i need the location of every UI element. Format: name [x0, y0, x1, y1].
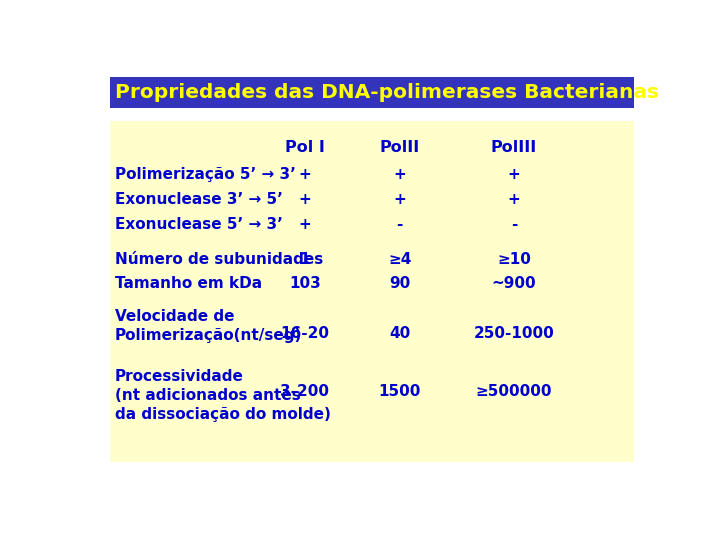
Bar: [109, 77, 634, 109]
Text: +: +: [299, 218, 311, 232]
Text: -: -: [511, 218, 517, 232]
Text: +: +: [299, 192, 311, 207]
Text: Processividade
(nt adicionados antes
da dissociação do molde): Processividade (nt adicionados antes da …: [115, 369, 331, 422]
Text: Tamanho em kDa: Tamanho em kDa: [115, 276, 262, 291]
Text: 1: 1: [300, 252, 310, 267]
Text: +: +: [393, 192, 406, 207]
Text: 3-200: 3-200: [280, 384, 329, 399]
Text: 250-1000: 250-1000: [474, 326, 554, 341]
Text: 103: 103: [289, 276, 320, 291]
Text: +: +: [299, 167, 311, 183]
Text: Exonuclease 3’ → 5’: Exonuclease 3’ → 5’: [115, 192, 283, 207]
Text: ≥500000: ≥500000: [476, 384, 552, 399]
Bar: [109, 121, 634, 462]
Text: Pol I: Pol I: [285, 140, 325, 156]
Text: Propriedades das DNA-polimerases Bacterianas: Propriedades das DNA-polimerases Bacteri…: [115, 83, 659, 103]
Text: PolIII: PolIII: [491, 140, 537, 156]
Text: 16-20: 16-20: [280, 326, 329, 341]
Text: ~900: ~900: [492, 276, 536, 291]
Text: PolII: PolII: [379, 140, 420, 156]
Text: Número de subunidades: Número de subunidades: [115, 252, 323, 267]
Text: Polimerização 5’ → 3’: Polimerização 5’ → 3’: [115, 167, 296, 183]
Text: ≥4: ≥4: [388, 252, 411, 267]
Text: +: +: [393, 167, 406, 183]
Text: ≥10: ≥10: [497, 252, 531, 267]
Text: Exonuclease 5’ → 3’: Exonuclease 5’ → 3’: [115, 218, 283, 232]
Text: +: +: [508, 167, 521, 183]
Text: -: -: [397, 218, 403, 232]
Text: Velocidade de
Polimerização(nt/seg): Velocidade de Polimerização(nt/seg): [115, 309, 302, 343]
Text: 1500: 1500: [379, 384, 421, 399]
Text: 90: 90: [389, 276, 410, 291]
Text: 40: 40: [389, 326, 410, 341]
Text: +: +: [508, 192, 521, 207]
